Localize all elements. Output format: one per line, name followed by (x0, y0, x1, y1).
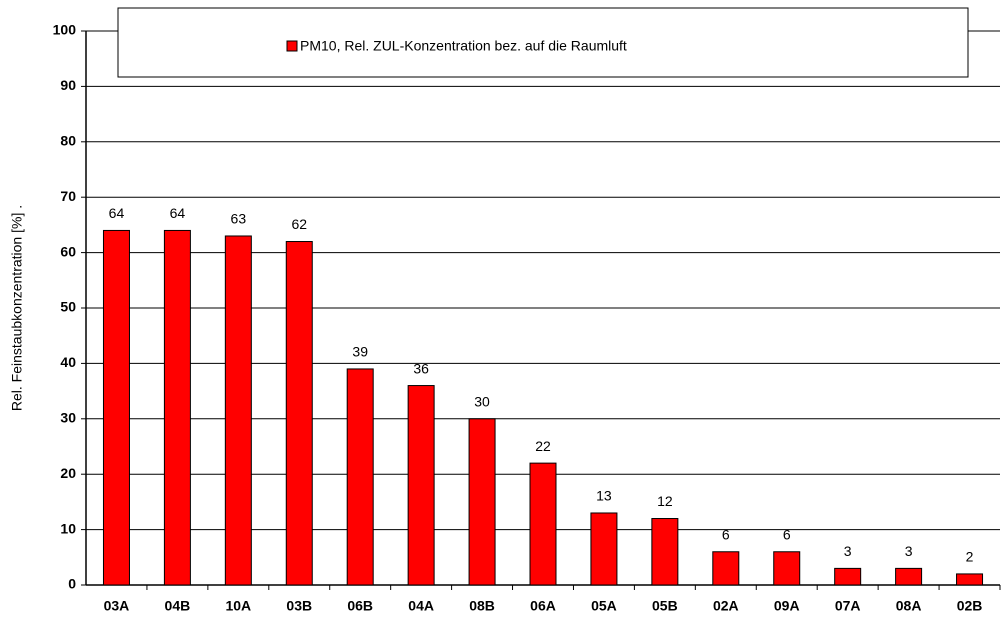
bar (529, 462, 557, 586)
y-tick-label: 0 (68, 576, 76, 592)
x-tick-label: 03A (104, 598, 130, 614)
y-tick-label: 50 (60, 299, 76, 315)
bar (468, 418, 496, 586)
bar (895, 567, 923, 586)
data-label: 36 (413, 360, 429, 376)
y-tick-label: 10 (60, 520, 76, 536)
x-tick-label: 10A (225, 598, 251, 614)
bar (773, 551, 801, 586)
data-label: 6 (722, 526, 730, 542)
bar (224, 235, 252, 586)
x-tick-label: 08A (896, 598, 922, 614)
x-tick-label: 08B (469, 598, 495, 614)
x-tick-label: 07A (835, 598, 861, 614)
bar (590, 512, 618, 586)
x-tick-label: 06A (530, 598, 556, 614)
x-tick-label: 05A (591, 598, 617, 614)
x-tick-label: 09A (774, 598, 800, 614)
data-label: 3 (905, 543, 913, 559)
data-label: 13 (596, 488, 612, 504)
y-tick-label: 90 (60, 77, 76, 93)
y-tick-label: 20 (60, 465, 76, 481)
bar (651, 518, 679, 586)
data-label: 30 (474, 394, 490, 410)
data-label: 3 (844, 543, 852, 559)
x-tick-label: 06B (347, 598, 373, 614)
y-axis-label: Rel. Feinstaubkonzentration [%] . (9, 205, 25, 411)
data-label: 2 (966, 549, 974, 565)
x-tick-label: 05B (652, 598, 678, 614)
bar (834, 567, 862, 586)
bar (346, 368, 374, 586)
y-tick-label: 40 (60, 354, 76, 370)
data-label: 64 (109, 205, 125, 221)
y-tick-label: 30 (60, 410, 76, 426)
bar (712, 551, 740, 586)
data-label: 6 (783, 526, 791, 542)
y-tick-label: 60 (60, 243, 76, 259)
bar (407, 385, 435, 586)
data-label: 12 (657, 493, 673, 509)
legend-swatch (286, 40, 298, 52)
bar (102, 229, 130, 586)
x-tick-label: 04B (165, 598, 191, 614)
bar (956, 573, 984, 586)
x-tick-label: 02B (957, 598, 983, 614)
x-tick-label: 02A (713, 598, 739, 614)
data-label: 63 (231, 211, 247, 227)
data-label: 64 (170, 205, 186, 221)
x-tick-label: 04A (408, 598, 434, 614)
data-label: 39 (352, 344, 368, 360)
legend-box (117, 7, 969, 78)
x-tick-label: 03B (286, 598, 312, 614)
y-tick-label: 70 (60, 188, 76, 204)
y-tick-label: 80 (60, 133, 76, 149)
data-label: 62 (291, 216, 307, 232)
data-label: 22 (535, 438, 551, 454)
legend-label: PM10, Rel. ZUL-Konzentration bez. auf di… (300, 38, 627, 54)
bar (163, 229, 191, 586)
bar (285, 241, 313, 586)
y-tick-label: 100 (53, 22, 77, 38)
